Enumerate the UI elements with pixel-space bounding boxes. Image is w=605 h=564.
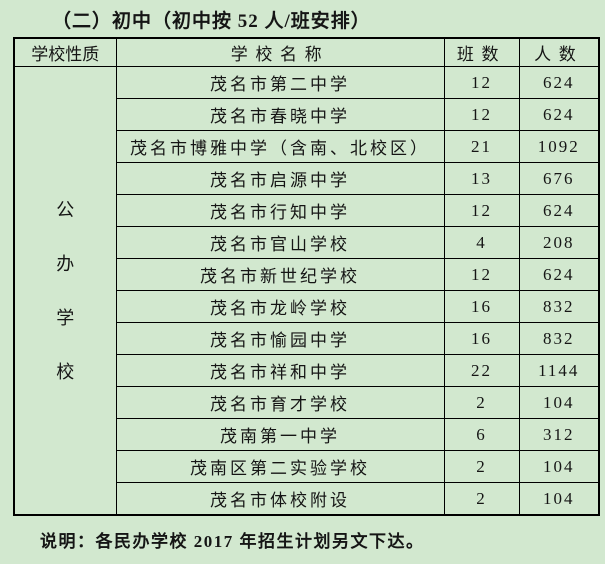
student-count-cell: 624	[518, 66, 600, 99]
school-name-cell: 茂名市官山学校	[115, 226, 445, 259]
table-row: 茂名市春晓中学 12 624	[14, 98, 600, 131]
table-body: 公办学校茂名市第二中学 12 624 茂名市春晓中学 12 624 茂名市博雅中学（含南、北…	[13, 66, 600, 516]
student-count-cell: 624	[518, 194, 600, 227]
class-count-cell: 12	[443, 194, 520, 227]
class-count-cell: 12	[443, 66, 520, 99]
school-name-cell: 茂名市新世纪学校	[115, 258, 445, 291]
school-name-cell: 茂名市愉园中学	[115, 322, 445, 355]
table-row: 茂名市龙岭学校 16 832	[14, 290, 600, 323]
class-count-cell: 12	[443, 258, 520, 291]
school-name-cell: 茂南区第二实验学校	[115, 450, 445, 483]
student-count-cell: 832	[518, 322, 600, 355]
student-count-cell: 1144	[518, 354, 600, 387]
school-type-vertical-label: 公办学校	[15, 67, 115, 514]
school-name-cell: 茂名市育才学校	[115, 386, 445, 419]
table-header-row: 学校性质 学校名称 班数 人数	[13, 37, 600, 67]
student-count-cell: 676	[518, 162, 600, 195]
school-name-cell: 茂名市祥和中学	[115, 354, 445, 387]
student-count-cell: 312	[518, 418, 600, 451]
section-title: （二）初中（初中按 52 人/班安排）	[52, 11, 371, 32]
header-school-name: 学校名称	[115, 37, 445, 67]
school-name-cell: 茂名市龙岭学校	[115, 290, 445, 323]
school-type-char: 校	[56, 361, 75, 382]
header-class-count: 班数	[443, 37, 520, 67]
school-name-cell: 茂名市行知中学	[115, 194, 445, 227]
school-name-cell: 茂名市博雅中学（含南、北校区）	[115, 130, 445, 163]
student-count-cell: 1092	[518, 130, 600, 163]
class-count-cell: 2	[443, 386, 520, 419]
class-count-cell: 22	[443, 354, 520, 387]
school-name-cell: 茂南第一中学	[115, 418, 445, 451]
student-count-cell: 624	[518, 258, 600, 291]
class-count-cell: 6	[443, 418, 520, 451]
class-count-cell: 12	[443, 98, 520, 131]
school-name-cell: 茂名市春晓中学	[115, 98, 445, 131]
table-row: 茂名市博雅中学（含南、北校区） 21 1092	[14, 130, 600, 163]
school-type-cell: 公办学校	[13, 66, 117, 516]
class-count-cell: 21	[443, 130, 520, 163]
table-row: 茂名市行知中学 12 624	[14, 194, 600, 227]
student-count-cell: 104	[518, 482, 600, 516]
school-plan-table: 学校性质 学校名称 班数 人数 公办学校茂名市第二中学 12 624 茂名市春晓中学 1…	[13, 37, 600, 516]
student-count-cell: 832	[518, 290, 600, 323]
school-type-char: 学	[56, 307, 75, 328]
table-row: 茂南区第二实验学校 2 104	[14, 450, 600, 483]
footnote: 说明：各民办学校 2017 年招生计划另文下达。	[40, 532, 425, 551]
student-count-cell: 624	[518, 98, 600, 131]
class-count-cell: 4	[443, 226, 520, 259]
class-count-cell: 2	[443, 450, 520, 483]
school-type-char: 办	[56, 253, 75, 274]
table-row: 茂名市育才学校 2 104	[14, 386, 600, 419]
table-row: 茂名市愉园中学 16 832	[14, 322, 600, 355]
school-name-cell: 茂名市第二中学	[115, 66, 445, 99]
table-row: 茂名市启源中学 13 676	[14, 162, 600, 195]
school-type-char: 公	[56, 199, 75, 220]
table-row: 茂名市官山学校 4 208	[14, 226, 600, 259]
school-name-cell: 茂名市启源中学	[115, 162, 445, 195]
table-row: 茂名市体校附设 2 104	[14, 482, 600, 516]
header-student-count: 人数	[518, 37, 600, 67]
class-count-cell: 16	[443, 322, 520, 355]
class-count-cell: 16	[443, 290, 520, 323]
student-count-cell: 104	[518, 386, 600, 419]
table-row: 茂名市新世纪学校 12 624	[14, 258, 600, 291]
class-count-cell: 13	[443, 162, 520, 195]
student-count-cell: 104	[518, 450, 600, 483]
student-count-cell: 208	[518, 226, 600, 259]
header-school-type: 学校性质	[13, 37, 117, 67]
table-row: 茂南第一中学 6 312	[14, 418, 600, 451]
table-row: 茂名市祥和中学 22 1144	[14, 354, 600, 387]
table-row: 公办学校茂名市第二中学 12 624	[13, 66, 600, 516]
school-name-cell: 茂名市体校附设	[115, 482, 445, 516]
class-count-cell: 2	[443, 482, 520, 516]
